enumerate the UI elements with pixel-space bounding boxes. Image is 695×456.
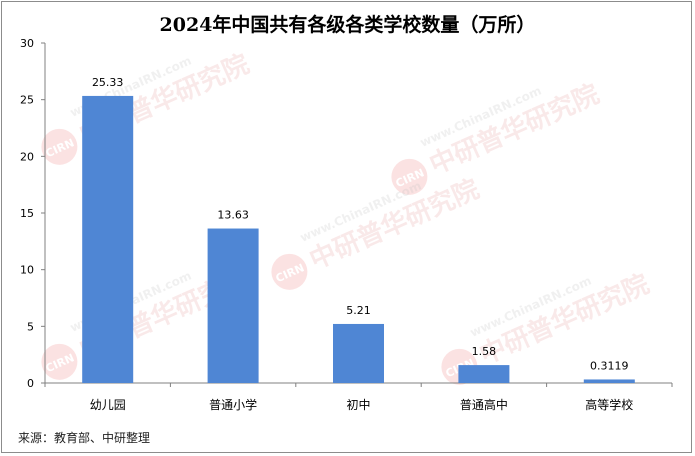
bar-series [82, 95, 635, 383]
chart-title: 2024年中国共有各级各类学校数量（万所） [159, 14, 536, 36]
bar [458, 365, 510, 383]
y-tick-label: 15 [20, 207, 34, 220]
category-label: 普通小学 [209, 397, 257, 412]
value-label: 25.33 [92, 76, 124, 89]
category-label: 普通高中 [460, 397, 508, 412]
watermark-logo-icon [41, 343, 78, 380]
watermark-logo-icon [41, 128, 78, 165]
bar [82, 95, 134, 383]
category-label: 幼儿园 [90, 398, 126, 412]
value-label: 13.63 [217, 209, 249, 222]
value-label: 0.3119 [590, 359, 629, 372]
category-label: 初中 [346, 397, 370, 412]
chart-axes: 0 5 10 15 20 25 30 [20, 37, 673, 390]
value-label: 5.21 [346, 304, 371, 317]
y-tick-label: 10 [20, 264, 34, 277]
bar [333, 323, 384, 383]
bar [583, 379, 635, 383]
y-tick-label: 5 [27, 320, 34, 333]
y-tick-label: 25 [20, 94, 34, 107]
y-tick-label: 30 [20, 37, 34, 50]
y-tick-label: 0 [27, 377, 34, 390]
data-labels: 25.33 幼儿园 13.63 普通小学 5.21 初中 1.58 普通高中 0.3119 高等学… [90, 76, 634, 412]
watermark-logo-icon [391, 158, 428, 195]
bar [207, 228, 259, 383]
source-note: 来源：教育部、中研整理 [18, 431, 151, 445]
category-label: 高等学校 [585, 397, 633, 412]
watermark-logo-icon [271, 253, 308, 290]
value-label: 1.58 [472, 345, 497, 358]
y-tick-label: 20 [20, 150, 34, 163]
